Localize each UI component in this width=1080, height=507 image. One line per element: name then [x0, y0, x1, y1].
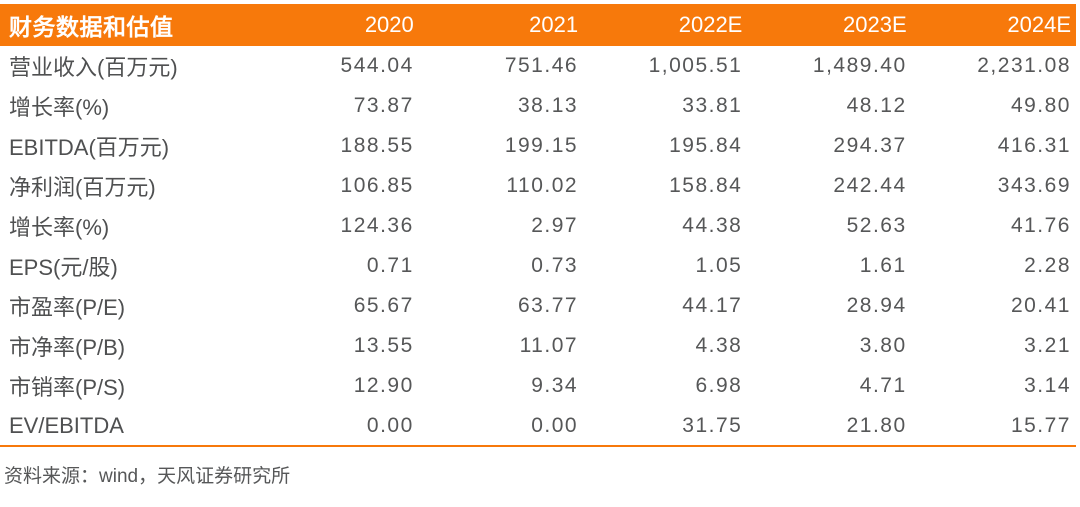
- row-label: EPS(元/股): [9, 255, 118, 280]
- source-note: 资料来源：wind，天风证券研究所: [4, 466, 291, 487]
- cell-value: 158.84: [669, 174, 743, 197]
- cell-value: 195.84: [669, 134, 743, 157]
- cell-value: 199.15: [504, 134, 579, 157]
- cell-value: 3.14: [1024, 374, 1071, 397]
- row-label: 增长率(%): [9, 215, 110, 240]
- table-row-profit-growth: 增长率(%) 124.36 2.97 44.38 52.63 41.76: [0, 206, 1076, 246]
- cell-value: 0.00: [366, 413, 414, 437]
- row-label: EBITDA(百万元): [9, 135, 170, 160]
- cell-value: 28.94: [846, 294, 907, 317]
- cell-value: 4.71: [859, 374, 907, 397]
- cell-value: 6.98: [695, 374, 743, 397]
- financial-data-table: 财务数据和估值 2020 2021 2022E 2023E 2024E 营业收入…: [0, 4, 1076, 447]
- cell-value: 48.12: [846, 94, 907, 117]
- cell-value: 38.13: [518, 94, 579, 117]
- table-row-revenue-growth: 增长率(%) 73.87 38.13 33.81 48.12 49.80: [0, 86, 1076, 126]
- table-row-eps: EPS(元/股) 0.71 0.73 1.05 1.61 2.28: [0, 246, 1076, 286]
- cell-value: 343.69: [997, 174, 1071, 197]
- report-table-figure: 财务数据和估值 2020 2021 2022E 2023E 2024E 营业收入…: [0, 4, 1076, 487]
- column-header-2020: 2020: [254, 4, 419, 46]
- column-header-2022e: 2022E: [583, 4, 748, 46]
- row-label: 营业收入(百万元): [9, 55, 178, 80]
- cell-value: 1.61: [859, 254, 907, 277]
- cell-value: 1,005.51: [648, 54, 743, 77]
- cell-value: 544.04: [340, 54, 414, 77]
- cell-value: 106.85: [340, 174, 414, 197]
- cell-value: 2.97: [531, 214, 579, 237]
- cell-value: 110.02: [506, 174, 579, 197]
- cell-value: 1.05: [695, 254, 743, 277]
- cell-value: 0.73: [531, 254, 579, 277]
- cell-value: 9.34: [531, 374, 579, 397]
- cell-value: 3.80: [859, 334, 907, 357]
- cell-value: 0.71: [366, 254, 414, 277]
- cell-value: 20.41: [1010, 294, 1071, 317]
- cell-value: 294.37: [833, 134, 907, 157]
- cell-value: 44.38: [682, 214, 743, 237]
- cell-value: 2.28: [1024, 254, 1071, 277]
- cell-value: 49.80: [1010, 94, 1071, 117]
- cell-value: 188.55: [340, 134, 414, 157]
- cell-value: 13.55: [353, 334, 414, 357]
- row-label: 增长率(%): [9, 95, 110, 120]
- cell-value: 12.90: [353, 374, 414, 397]
- row-label: 净利润(百万元): [9, 175, 156, 200]
- cell-value: 1,489.40: [812, 54, 907, 77]
- column-header-2023e: 2023E: [747, 4, 912, 46]
- row-label: 市盈率(P/E): [9, 295, 126, 320]
- column-header-2024e: 2024E: [911, 4, 1076, 46]
- cell-value: 416.31: [997, 134, 1071, 157]
- cell-value: 31.75: [682, 413, 743, 437]
- table-title: 财务数据和估值: [0, 4, 255, 46]
- column-header-2021: 2021: [418, 4, 584, 46]
- table-row-ev-ebitda: EV/EBITDA 0.00 0.00 31.75 21.80 15.77: [0, 406, 1076, 446]
- cell-value: 3.21: [1024, 334, 1071, 357]
- row-label: 市销率(P/S): [9, 375, 126, 400]
- table-header-row: 财务数据和估值 2020 2021 2022E 2023E 2024E: [0, 4, 1076, 46]
- cell-value: 52.63: [846, 214, 907, 237]
- cell-value: 11.07: [519, 334, 579, 357]
- cell-value: 41.76: [1010, 214, 1071, 237]
- table-row-net-profit: 净利润(百万元) 106.85 110.02 158.84 242.44 343…: [0, 166, 1076, 206]
- cell-value: 124.36: [340, 214, 414, 237]
- cell-value: 65.67: [353, 294, 414, 317]
- cell-value: 751.46: [504, 54, 579, 77]
- cell-value: 21.80: [846, 413, 907, 437]
- cell-value: 44.17: [682, 294, 743, 317]
- cell-value: 73.87: [353, 94, 414, 117]
- cell-value: 0.00: [531, 413, 579, 437]
- cell-value: 242.44: [833, 174, 907, 197]
- cell-value: 2,231.08: [977, 54, 1071, 77]
- row-label: EV/EBITDA: [9, 412, 124, 438]
- table-row-ps: 市销率(P/S) 12.90 9.34 6.98 4.71 3.14: [0, 366, 1076, 406]
- table-row-revenue: 营业收入(百万元) 544.04 751.46 1,005.51 1,489.4…: [0, 46, 1076, 86]
- cell-value: 4.38: [695, 334, 743, 357]
- row-label: 市净率(P/B): [9, 335, 126, 360]
- cell-value: 33.81: [682, 94, 743, 117]
- table-row-pe: 市盈率(P/E) 65.67 63.77 44.17 28.94 20.41: [0, 286, 1076, 326]
- table-row-ebitda: EBITDA(百万元) 188.55 199.15 195.84 294.37 …: [0, 126, 1076, 166]
- cell-value: 63.77: [518, 294, 579, 317]
- cell-value: 15.77: [1010, 413, 1071, 437]
- table-row-pb: 市净率(P/B) 13.55 11.07 4.38 3.80 3.21: [0, 326, 1076, 366]
